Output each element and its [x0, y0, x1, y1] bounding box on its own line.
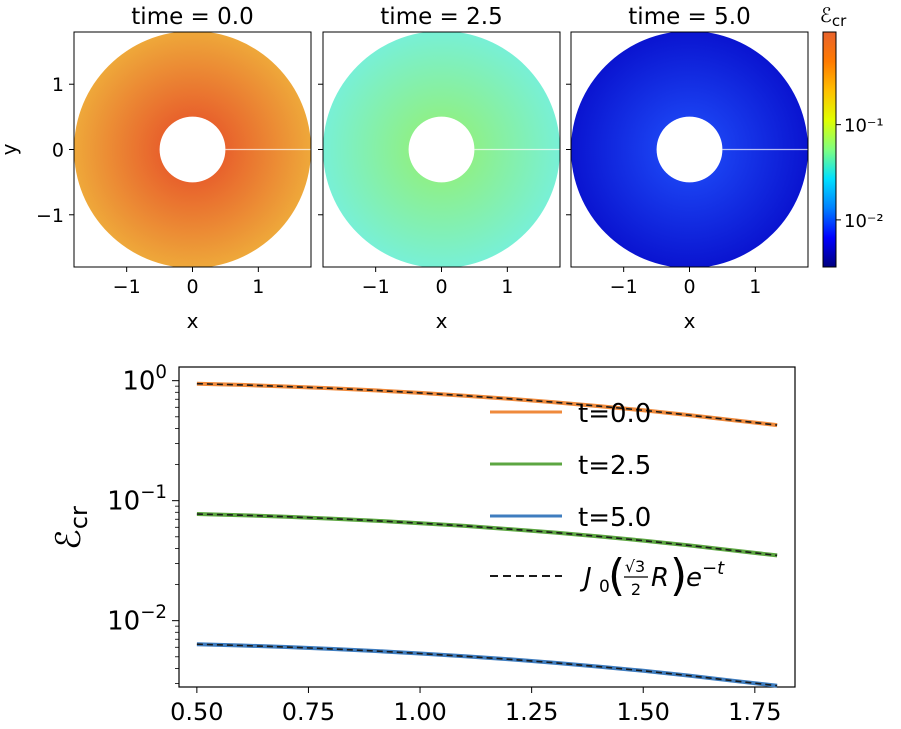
x-tick-label: −1: [610, 276, 638, 298]
legend-label: t=2.5: [578, 451, 651, 481]
x-tick-label: 0.75: [282, 698, 335, 726]
formula-subscript: 0: [599, 577, 610, 597]
x-tick-label: 1.75: [728, 698, 781, 726]
panel-title: time = 2.5: [380, 4, 502, 30]
heatmap-panel-0: time = 0.0 −1 0 1 x 1 0 −1 y: [0, 4, 312, 333]
reference-line-t=2.5: [196, 513, 778, 557]
x-axis-label: x: [684, 309, 696, 333]
y-tick-label: 0: [52, 140, 64, 162]
y-axis-label: ℰcr: [49, 506, 93, 550]
panel-title: time = 5.0: [628, 4, 750, 30]
y-tick-label: −1: [36, 205, 64, 227]
annulus: [323, 32, 560, 267]
x-tick-label: 1.00: [393, 698, 446, 726]
colorbar-tick-label: 10⁻²: [844, 211, 884, 232]
y-tick-label: 10−1: [107, 482, 167, 517]
inner-hole: [408, 116, 475, 183]
formula-paren-close: ): [670, 550, 687, 601]
line-plot: 0.50 0.75 1.00 1.25 1.50 1.75 100 10−1 10−2 ℰcr t=…: [49, 362, 796, 726]
x-tick-label: −1: [362, 276, 390, 298]
legend-label: t=0.0: [578, 399, 651, 429]
x-tick-label: 1.25: [505, 698, 558, 726]
formula-numerator: √3: [625, 557, 645, 576]
colorbar: 10⁻¹ 10⁻² ℰcr: [820, 3, 884, 268]
x-tick-label: −1: [113, 276, 141, 298]
x-tick-label: 0: [186, 276, 198, 298]
x-axis-label: x: [436, 309, 448, 333]
inner-hole: [159, 116, 226, 183]
y-tick-label: 10−2: [107, 602, 167, 637]
x-tick-label: 1: [749, 276, 761, 298]
y-tick-label: 100: [122, 362, 167, 397]
annulus: [74, 32, 311, 267]
formula-exp: e−t: [686, 558, 725, 593]
inner-hole: [656, 116, 723, 183]
x-tick-label: 0: [435, 276, 447, 298]
legend-label: t=5.0: [578, 503, 651, 533]
colorbar-bar: [822, 31, 837, 268]
panel-title: time = 0.0: [131, 4, 253, 30]
formula-paren-open: (: [608, 550, 625, 601]
legend-label-reference: J 0(√32 R)e−t: [579, 550, 725, 601]
reference-line-t=5.0: [196, 643, 778, 687]
y-axis-label: y: [0, 143, 21, 155]
formula-denominator: 2: [631, 580, 641, 599]
annulus: [571, 32, 808, 267]
colorbar-tick-label: 10⁻¹: [844, 116, 884, 137]
x-tick-label: 0: [683, 276, 695, 298]
colorbar-label: ℰcr: [820, 3, 847, 30]
x-tick-label: 1.50: [617, 698, 670, 726]
heatmap-panel-1: time = 2.5 −1 0 1 x: [318, 4, 561, 333]
x-tick-label: 1: [501, 276, 513, 298]
x-axis-label: x: [187, 309, 199, 333]
x-tick-label: 1: [252, 276, 264, 298]
reference-line-t=0.0: [196, 382, 778, 426]
heatmap-panel-2: time = 5.0 −1 0 1 x: [566, 4, 809, 333]
formula-r: R: [651, 563, 669, 593]
x-tick-label: 0.50: [170, 698, 223, 726]
y-tick-label: 1: [52, 74, 64, 96]
